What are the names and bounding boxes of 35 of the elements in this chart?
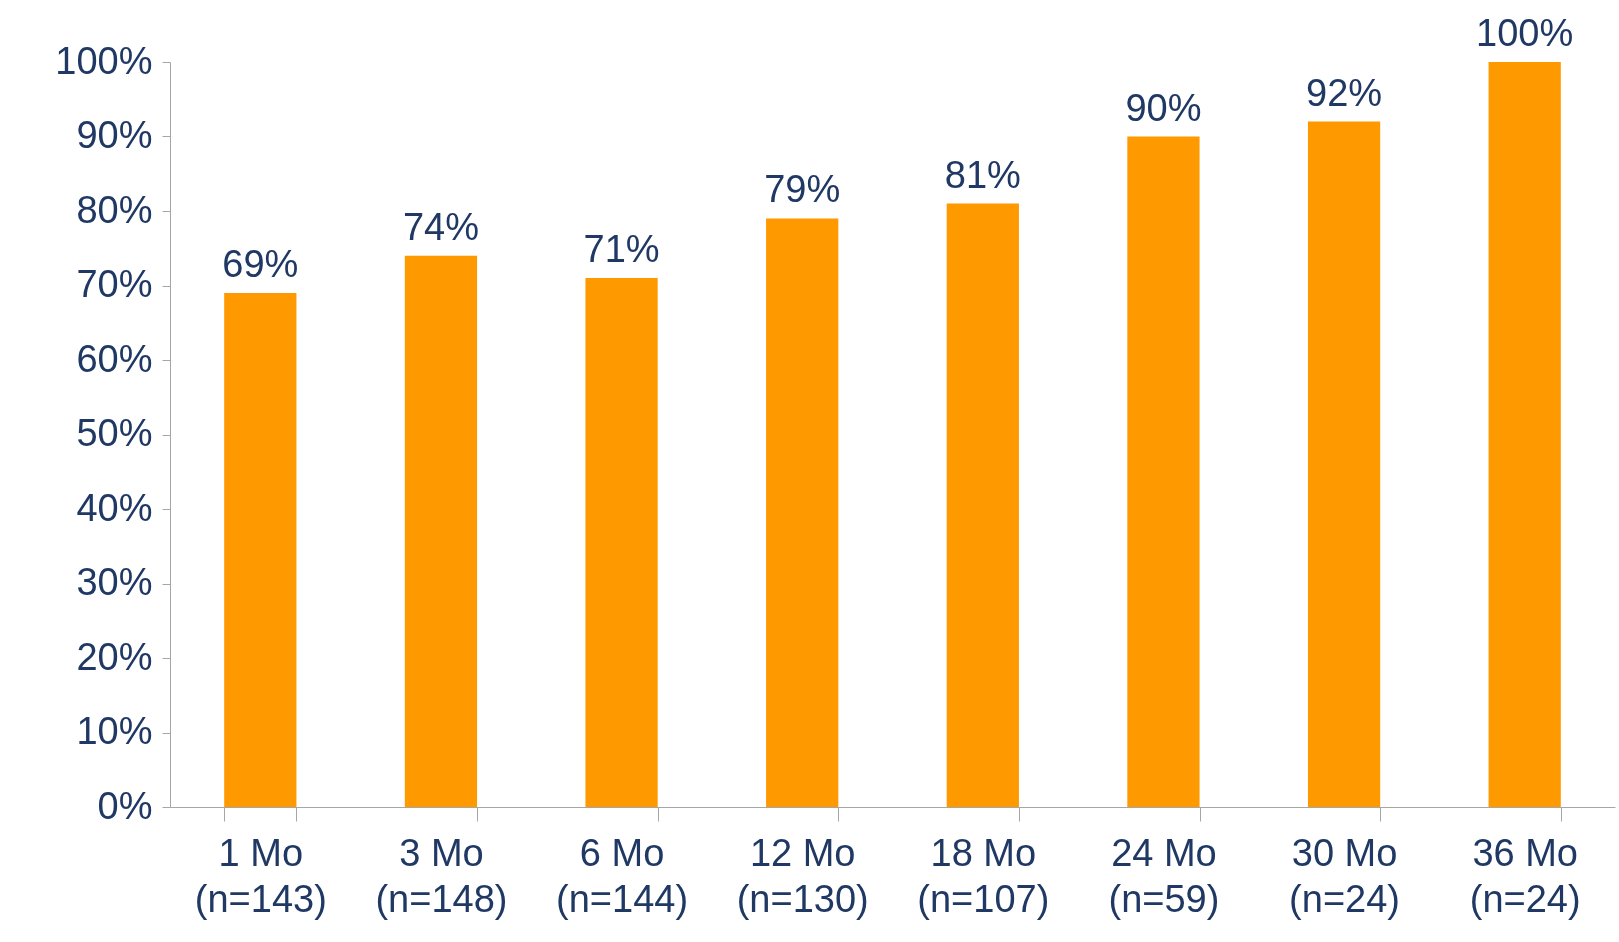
bar [766,218,839,807]
y-tick-label: 50% [76,412,153,454]
y-tick-label: 0% [97,784,153,827]
y-tick-label: 40% [76,486,153,529]
bar [1127,136,1200,807]
y-tick-label: 90% [76,114,153,156]
y-tick-label: 30% [76,561,153,603]
data-label: 92% [1306,71,1383,114]
bar [224,292,297,807]
y-tick-label: 60% [76,337,153,380]
y-tick-label: 100% [55,39,153,82]
x-tick-label: 30 Mo (n=24) [1289,831,1401,920]
data-label: 100% [1476,12,1574,54]
data-label: 81% [944,153,1021,196]
bar [404,255,478,807]
data-label: 90% [1125,86,1202,129]
data-label: 74% [402,205,479,248]
bar [1488,62,1561,807]
data-label: 69% [222,242,299,285]
bar [946,203,1019,807]
x-tick-label: 36 Mo (n=24) [1469,831,1581,920]
y-tick-label: 70% [76,263,153,305]
x-tick-label: 18 Mo (n=107) [917,831,1050,920]
data-label: 79% [764,168,841,211]
x-tick-label: 1 Mo (n=143) [194,831,327,920]
bar [585,278,658,807]
x-tick-label: 3 Mo (n=148) [375,831,508,920]
x-tick-label: 12 Mo (n=130) [736,831,869,920]
bar [1307,121,1381,807]
y-tick-label: 80% [76,188,153,231]
y-tick-label: 20% [76,635,153,678]
y-tick-label: 10% [76,710,153,752]
x-tick-label: 6 Mo (n=144) [556,831,689,920]
data-label: 71% [583,228,660,271]
x-tick-label: 24 Mo (n=59) [1108,831,1220,920]
